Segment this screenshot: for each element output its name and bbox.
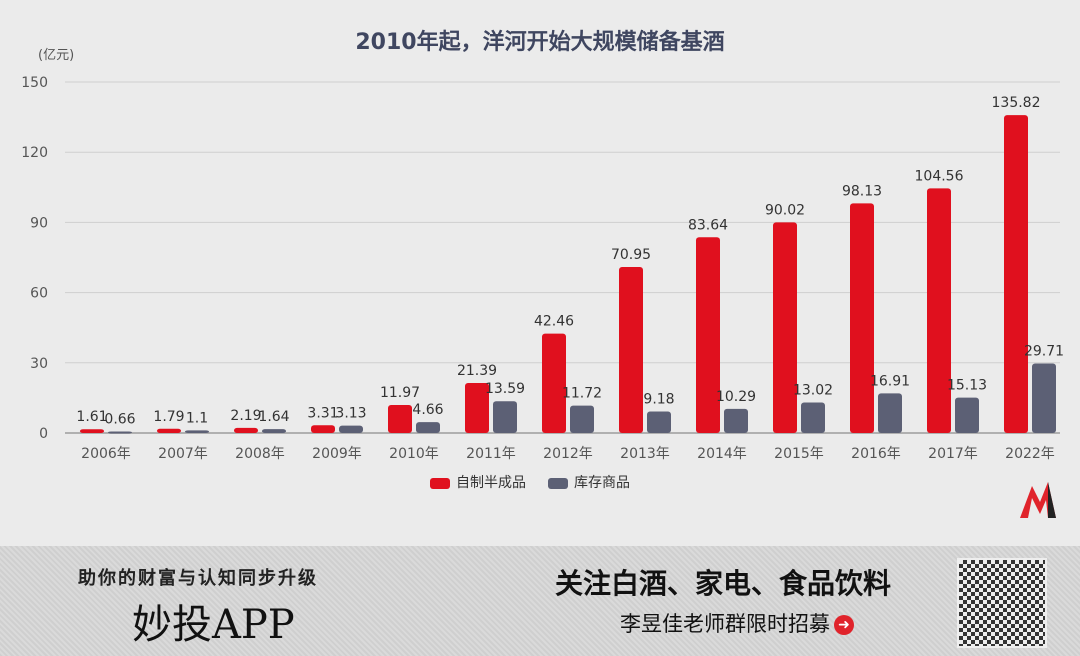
bar-semi-finished[interactable] (619, 266, 643, 433)
data-label: 4.66 (412, 402, 443, 418)
bar-inventory[interactable] (262, 429, 286, 433)
y-tick-label: 30 (30, 356, 48, 372)
bar-semi-finished[interactable] (234, 427, 258, 433)
data-label: 42.46 (534, 314, 574, 330)
data-label: 70.95 (611, 247, 651, 263)
x-tick-label: 2008年 (235, 446, 285, 462)
x-tick-label: 2012年 (543, 446, 593, 462)
bar-inventory[interactable] (724, 408, 748, 433)
y-tick-label: 150 (21, 75, 48, 91)
bar-semi-finished[interactable] (1004, 115, 1028, 433)
brand-logo-icon (1020, 482, 1056, 518)
legend-item-inventory[interactable]: 库存商品 (548, 472, 630, 492)
arrow-right-icon: ➜ (834, 615, 854, 635)
bar-semi-finished[interactable] (850, 203, 874, 433)
bar-inventory[interactable] (955, 397, 979, 433)
legend-swatch (430, 477, 450, 489)
bar-semi-finished[interactable] (311, 425, 335, 433)
bar-inventory[interactable] (647, 411, 671, 433)
y-axis-unit: (亿元) (38, 48, 75, 63)
x-tick-label: 2011年 (466, 446, 516, 462)
y-tick-label: 90 (30, 215, 48, 231)
data-label: 90.02 (765, 202, 805, 218)
x-tick-label: 2017年 (928, 446, 978, 462)
legend: 自制半成品 库存商品 (430, 472, 630, 492)
data-label: 11.97 (380, 385, 420, 401)
data-label: 135.82 (992, 95, 1041, 111)
y-tick-label: 120 (21, 145, 48, 161)
qr-code[interactable] (957, 558, 1047, 648)
data-label: 3.31 (307, 405, 338, 421)
bar-semi-finished[interactable] (927, 188, 951, 433)
bar-semi-finished[interactable] (80, 429, 104, 433)
legend-item-semi-finished[interactable]: 自制半成品 (430, 472, 526, 492)
data-label: 1.1 (186, 410, 208, 426)
bar-semi-finished[interactable] (542, 333, 566, 433)
legend-swatch (548, 477, 568, 489)
data-label: 15.13 (947, 378, 987, 394)
promo-footer: 助你的财富与认知同步升级 妙投APP 关注白酒、家电、食品饮料 李昱佳老师群限时… (0, 546, 1080, 656)
data-label: 104.56 (915, 168, 964, 184)
data-label: 16.91 (870, 373, 910, 389)
app-name: 妙投APP (132, 602, 295, 648)
y-tick-label: 60 (30, 286, 48, 302)
data-label: 83.64 (688, 217, 728, 233)
bar-semi-finished[interactable] (157, 428, 181, 433)
y-tick-label: 0 (39, 426, 48, 442)
data-label: 21.39 (457, 363, 497, 379)
data-label: 1.64 (258, 409, 289, 425)
x-tick-label: 2015年 (774, 446, 824, 462)
data-label: 1.61 (76, 409, 107, 425)
x-tick-label: 2022年 (1005, 446, 1055, 462)
recruit-text: 李昱佳老师群限时招募 (620, 612, 830, 636)
recruit-link[interactable]: 李昱佳老师群限时招募 ➜ (620, 608, 854, 638)
data-label: 9.18 (643, 392, 674, 408)
data-label: 0.66 (104, 411, 135, 427)
x-tick-label: 2010年 (389, 446, 439, 462)
bar-semi-finished[interactable] (696, 237, 720, 433)
data-label: 13.59 (485, 381, 525, 397)
bar-inventory[interactable] (108, 431, 132, 434)
x-tick-label: 2014年 (697, 446, 747, 462)
x-tick-label: 2007年 (158, 446, 208, 462)
bar-semi-finished[interactable] (465, 382, 489, 433)
bar-inventory[interactable] (493, 401, 517, 433)
slogan: 助你的财富与认知同步升级 (78, 568, 318, 589)
legend-label: 库存商品 (574, 475, 630, 491)
x-tick-label: 2013年 (620, 446, 670, 462)
bar-inventory[interactable] (1032, 363, 1056, 433)
bar-chart: 0 30 60 90 120 150 2006年 1.610.66 2007年 1.79 1.1 20… (21, 75, 1064, 462)
bar-semi-finished[interactable] (773, 222, 797, 433)
data-label: 1.79 (153, 409, 184, 425)
data-label: 13.02 (793, 383, 833, 399)
data-label: 98.13 (842, 183, 882, 199)
data-label: 10.29 (716, 389, 756, 405)
bar-inventory[interactable] (570, 405, 594, 433)
x-tick-label: 2016年 (851, 446, 901, 462)
bar-semi-finished[interactable] (388, 404, 412, 433)
chart-title: 2010年起，洋河开始大规模储备基酒 (355, 30, 725, 55)
follow-text: 关注白酒、家电、食品饮料 (555, 567, 892, 600)
x-tick-label: 2009年 (312, 446, 362, 462)
bar-inventory[interactable] (185, 430, 209, 433)
data-label: 11.72 (562, 386, 602, 402)
data-label: 3.13 (335, 406, 366, 422)
bar-inventory[interactable] (339, 425, 363, 433)
legend-label: 自制半成品 (456, 475, 526, 491)
data-label: 2.19 (230, 408, 261, 424)
data-label: 29.71 (1024, 343, 1064, 359)
x-tick-label: 2006年 (81, 446, 131, 462)
bar-inventory[interactable] (416, 422, 440, 433)
bar-inventory[interactable] (878, 393, 902, 433)
bar-inventory[interactable] (801, 402, 825, 433)
